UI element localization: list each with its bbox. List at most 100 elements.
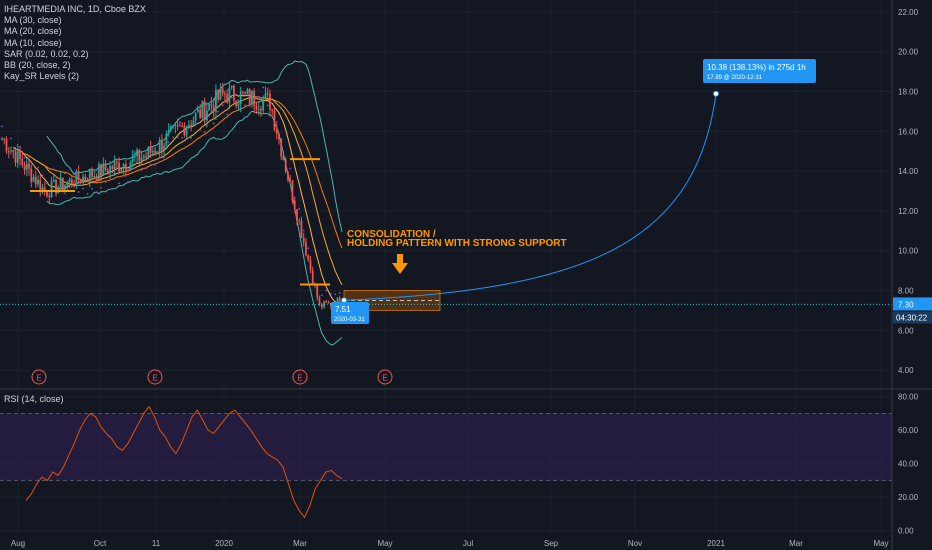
legend-sr-levels[interactable]: Kay_SR Levels (2) xyxy=(4,71,80,82)
candle-body xyxy=(106,170,109,174)
candle-body xyxy=(246,89,249,94)
legend-ma10[interactable]: MA (10, close) xyxy=(4,37,62,48)
sar-dot xyxy=(338,292,341,294)
candle-body xyxy=(291,180,294,201)
sar-dot xyxy=(23,157,26,159)
candle-body xyxy=(19,150,21,159)
sr-levels xyxy=(30,158,330,286)
sar-dot xyxy=(77,191,80,193)
sar-dot xyxy=(172,136,175,139)
sar-dot xyxy=(266,104,269,107)
rsi-axis[interactable]: 80.00 60.00 40.00 20.00 0.00 xyxy=(898,393,919,536)
sar-dot xyxy=(140,168,143,171)
candle-body xyxy=(127,169,129,171)
price-tick: 16.00 xyxy=(898,127,919,136)
sar-dot xyxy=(298,207,301,210)
candle-body xyxy=(226,94,229,103)
candle-body xyxy=(113,161,116,169)
candle-body xyxy=(37,179,39,185)
price-axis[interactable]: 22.00 20.00 18.00 16.00 14.00 12.00 10.00 8.00 6… xyxy=(898,8,919,375)
candle-body xyxy=(10,150,12,152)
sar-dot xyxy=(226,113,229,116)
projection-curve[interactable] xyxy=(343,93,717,301)
candle-body xyxy=(122,164,125,170)
sar-dot xyxy=(176,136,179,139)
candle-body xyxy=(251,90,253,105)
candle-body xyxy=(178,125,181,127)
legend-ma30[interactable]: MA (30, close) xyxy=(4,15,62,26)
candle-body xyxy=(273,110,276,130)
legend-sar[interactable]: SAR (0.02, 0.02, 0.2) xyxy=(4,48,89,59)
candle-body xyxy=(52,179,55,182)
candle-body xyxy=(95,176,98,181)
sar-dot xyxy=(100,186,102,189)
sar-dot xyxy=(302,229,305,232)
candle-body xyxy=(210,103,213,106)
candle-body xyxy=(70,179,73,186)
candle-body xyxy=(5,139,8,152)
target-point xyxy=(713,90,719,97)
candle-body xyxy=(147,146,150,157)
rsi-tick: 40.00 xyxy=(898,460,919,469)
time-tick: Oct xyxy=(94,539,107,548)
candle-body xyxy=(84,176,87,180)
sar-dot xyxy=(37,166,39,169)
legend-bb[interactable]: BB (20, close, 2) xyxy=(4,60,71,71)
earnings-circle xyxy=(377,369,393,385)
candle-body xyxy=(169,126,172,131)
time-axis[interactable]: Aug Oct 11 2020 Mar May Jul Sep Nov 2021 Mar May xyxy=(11,539,889,548)
candle-body xyxy=(318,297,321,305)
candle-body xyxy=(311,270,314,284)
candle-body xyxy=(68,179,71,183)
price-tick: 20.00 xyxy=(898,48,919,57)
legend-ma20[interactable]: MA (20, close) xyxy=(4,26,62,37)
candle-body xyxy=(298,220,301,222)
ma-line xyxy=(24,96,343,285)
candle-body xyxy=(235,100,238,107)
candle-body xyxy=(255,106,258,110)
candle-body xyxy=(79,180,82,183)
candle-body xyxy=(217,89,220,100)
sar-dot xyxy=(235,93,238,96)
rsi-tick: 20.00 xyxy=(898,493,919,502)
candle-body xyxy=(269,93,271,110)
sar-dot xyxy=(50,168,53,171)
candle-body xyxy=(233,85,235,101)
sar-dot xyxy=(145,167,148,170)
sar-dot xyxy=(118,182,120,185)
candle-body xyxy=(174,124,177,126)
sar-dot xyxy=(208,114,211,117)
rsi-legend[interactable]: RSI (14, close) xyxy=(4,394,64,404)
candle-body xyxy=(278,133,280,139)
candle-body xyxy=(280,138,283,157)
time-tick: Sep xyxy=(544,539,559,548)
candle-body xyxy=(163,145,166,151)
candle-body xyxy=(196,109,199,113)
sar-dot xyxy=(275,121,278,123)
sar-dot xyxy=(104,181,107,183)
rsi-tick: 80.00 xyxy=(898,393,919,402)
candle-body xyxy=(172,125,175,127)
candle-body xyxy=(165,134,168,146)
candle-body xyxy=(307,255,310,261)
sar-dot xyxy=(271,98,274,100)
symbol-title[interactable]: IHEARTMEDIA INC, 1D, Cboe BZX xyxy=(4,4,146,14)
chart-labels: 7.30 04:30:22 CONSOLIDATION /HOLDING PATTE… xyxy=(331,59,932,324)
bb-upper xyxy=(46,60,343,233)
candle-body xyxy=(124,164,127,170)
sar-dot xyxy=(221,104,224,107)
sar-dot xyxy=(203,131,206,133)
candle-body xyxy=(12,150,15,152)
candle-body xyxy=(201,101,204,118)
earnings-label: E xyxy=(152,374,157,383)
candle-body xyxy=(271,109,274,111)
sar-dot xyxy=(127,180,129,183)
sar-dot xyxy=(181,136,184,139)
candle-body xyxy=(55,179,57,194)
candle-body xyxy=(75,171,78,187)
last-price-value: 7.30 xyxy=(898,300,914,309)
candle-body xyxy=(104,163,107,171)
candle-body xyxy=(73,185,75,187)
